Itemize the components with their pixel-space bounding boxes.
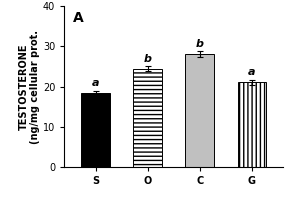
Text: b: b [196,39,204,49]
Bar [81,93,110,167]
Text: b: b [144,54,152,64]
Bar [133,69,162,167]
Bar [185,54,214,167]
Y-axis label: TESTOSTERONE
(ng/mg cellular prot.: TESTOSTERONE (ng/mg cellular prot. [18,30,40,144]
Bar [238,82,266,167]
Text: a: a [248,67,256,77]
Text: A: A [73,11,84,25]
Text: a: a [92,78,99,88]
